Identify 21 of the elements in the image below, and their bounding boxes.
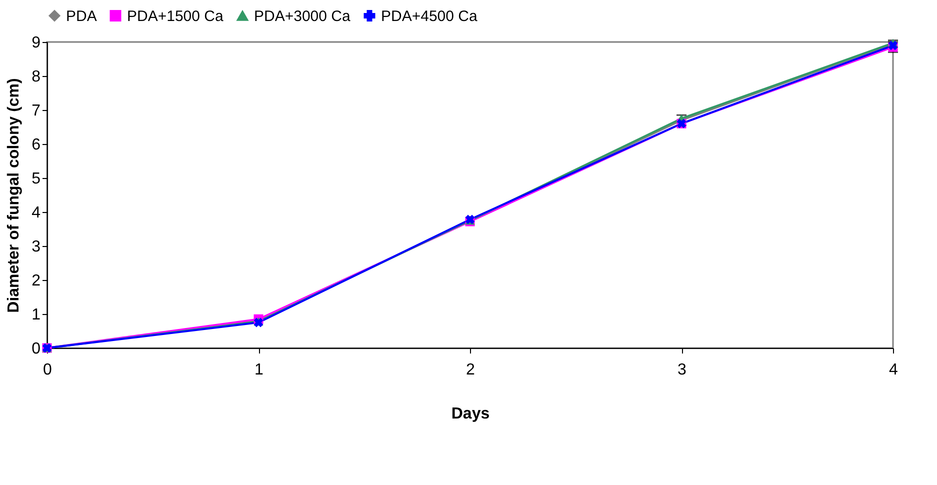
x-axis-title: Days	[451, 406, 490, 422]
y-tick-label: 4	[32, 204, 41, 222]
legend-label: PDA+3000 Ca	[254, 8, 351, 25]
y-tick-label: 3	[32, 238, 41, 256]
y-tick-label: 9	[32, 34, 41, 52]
x-tick-label: 4	[889, 362, 898, 378]
legend-label: PDA+1500 Ca	[127, 8, 224, 25]
legend-label: PDA	[66, 8, 97, 25]
y-tick-label: 6	[32, 136, 41, 154]
y-tick-label: 7	[32, 102, 41, 120]
y-tick-label: 1	[32, 306, 41, 324]
x-tick-label: 0	[43, 362, 52, 378]
y-axis-title: Diameter of fungal colony (cm)	[6, 78, 23, 313]
y-tick-label: 2	[32, 272, 41, 290]
y-tick-label: 5	[32, 170, 41, 188]
legend-label: PDA+4500 Ca	[381, 8, 478, 25]
y-tick-label: 0	[32, 340, 41, 358]
y-tick-label: 8	[32, 68, 41, 86]
x-tick-label: 2	[466, 362, 476, 378]
x-tick-label: 3	[678, 362, 687, 378]
x-tick-label: 1	[254, 362, 264, 378]
